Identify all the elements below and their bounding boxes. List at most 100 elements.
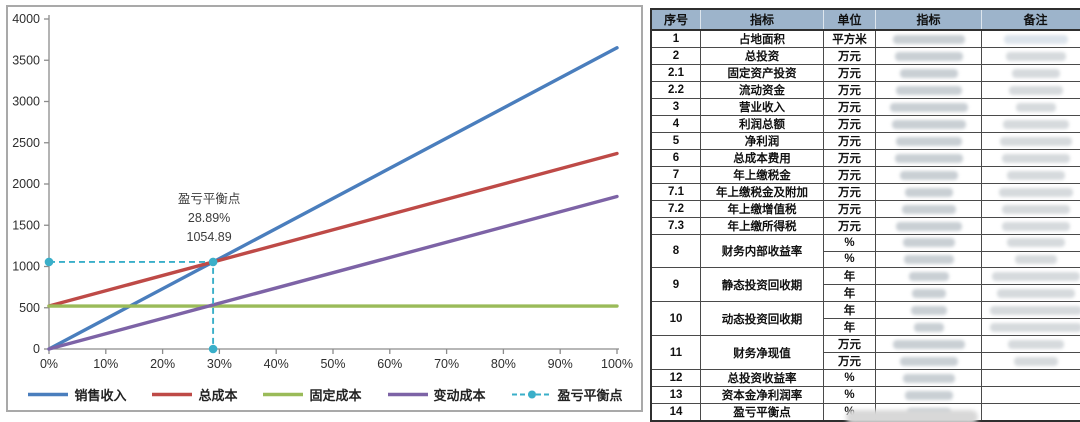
cell-value [875, 335, 982, 354]
cell-unit: % [823, 369, 876, 388]
cell-indicator-name: 营业收入 [700, 98, 824, 116]
cell-remark [981, 115, 1080, 133]
cell-value [875, 47, 982, 65]
legend-item-sales-revenue: 销售收入 [26, 385, 126, 404]
table-row: 11 财务净现值 万元 [650, 335, 1080, 371]
cell-indicator-name: 年上缴增值税 [700, 200, 824, 218]
redacted-value-blob [910, 305, 947, 315]
cell-remark [981, 132, 1080, 150]
header-no: 序号 [650, 8, 701, 31]
redacted-value-blob [891, 119, 966, 129]
cell-indicator-name: 静态投资回收期 [700, 267, 824, 303]
break-even-annotation-line: 28.89% [188, 211, 230, 225]
cell-value [875, 234, 982, 252]
redacted-remark-blob [1015, 102, 1056, 112]
cell-value [875, 352, 982, 371]
cell-remark [981, 234, 1080, 252]
cell-value [875, 115, 982, 133]
cell-no: 8 [650, 233, 701, 269]
cell-value [875, 29, 982, 48]
cell-unit: 万元 [823, 64, 876, 82]
chart-legend: 销售收入 总成本 固定成本 变动成本 盈亏平衡点 [8, 385, 641, 404]
redacted-value-blob [895, 136, 962, 146]
redacted-remark-blob [999, 136, 1072, 146]
cell-unit: 年 [823, 318, 876, 337]
legend-swatch-sales-revenue [28, 392, 69, 397]
redacted-value-blob [902, 238, 955, 248]
cell-unit: 万元 [823, 217, 876, 235]
cell-remark [981, 29, 1080, 48]
table-row: 13 资本金净利润率% [650, 386, 1080, 405]
redacted-remark-blob [1011, 68, 1060, 78]
x-tick-label: 60% [377, 357, 402, 371]
redacted-value-blob [894, 51, 963, 61]
redacted-value-blob [903, 254, 954, 264]
cell-unit: % [823, 250, 876, 269]
redacted-remark-blob [1002, 119, 1069, 129]
cell-remark [981, 64, 1080, 82]
redacted-value-blob [894, 153, 963, 163]
redacted-remark-blob [989, 322, 1080, 332]
cell-indicator-name: 占地面积 [700, 29, 824, 48]
y-tick-label: 4000 [12, 12, 40, 26]
cell-unit: 年 [823, 284, 876, 303]
cell-indicator-name: 资本金净利润率 [700, 386, 824, 405]
cell-unit: 万元 [823, 200, 876, 218]
cell-remark [981, 301, 1080, 320]
break-even-marker [208, 257, 218, 267]
cell-value [875, 98, 982, 116]
breakeven-chart-panel: 0 500 1000 1500 2000 2500 3000 3500 4000 0% 10% 20%… [6, 5, 643, 412]
x-tick-label: 10% [93, 357, 118, 371]
cell-remark [981, 98, 1080, 116]
redacted-remark-blob [996, 288, 1075, 298]
table-row: 12 总投资收益率% [650, 369, 1080, 388]
redacted-remark-blob [1007, 339, 1064, 349]
header-remark: 备注 [981, 8, 1080, 31]
cell-no: 2 [650, 47, 701, 65]
legend-label-sales-revenue: 销售收入 [74, 388, 127, 403]
redacted-remark-blob [991, 271, 1080, 281]
legend-label-break-even: 盈亏平衡点 [557, 388, 623, 403]
redacted-value-blob [892, 339, 965, 349]
y-tick-label: 1000 [12, 260, 40, 274]
legend-label-total-cost: 总成本 [198, 388, 238, 403]
x-tick-label: 0% [40, 357, 58, 371]
cell-indicator-name: 总投资 [700, 47, 824, 65]
cell-no: 7.1 [650, 183, 701, 201]
break-even-marker [44, 257, 54, 267]
table-row: % [651, 250, 1080, 269]
x-tick-label: 80% [491, 357, 516, 371]
cell-remark [981, 335, 1080, 354]
cell-value [875, 250, 982, 269]
legend-item-total-cost: 总成本 [150, 385, 237, 404]
redacted-value-blob [911, 288, 946, 298]
table-row: 年 [651, 284, 1080, 303]
cell-value [875, 267, 982, 286]
cell-remark [981, 267, 1080, 286]
y-tick-label: 2000 [12, 177, 40, 191]
cell-value [875, 217, 982, 235]
cell-remark [981, 183, 1080, 201]
redacted-value-blob [899, 68, 958, 78]
cell-unit: 万元 [823, 183, 876, 201]
cell-indicator-name: 总成本费用 [700, 149, 824, 167]
cell-indicator-name: 总投资收益率 [700, 369, 824, 388]
table-row: 4 利润总额 万元 [650, 115, 1080, 133]
table-row: 8 财务内部收益率% [650, 233, 1080, 269]
redacted-value-blob [902, 373, 955, 383]
cell-indicator-name: 财务净现值 [700, 335, 824, 371]
cell-value [875, 166, 982, 184]
table-row: 年 [651, 318, 1080, 337]
cell-remark [981, 369, 1080, 388]
cell-unit: 万元 [823, 149, 876, 167]
cell-remark [981, 250, 1080, 269]
series-variable-cost [47, 194, 619, 351]
redacted-remark-blob [1001, 221, 1070, 231]
cell-indicator-name: 年上缴税金 [700, 166, 824, 184]
y-tick-label: 2500 [12, 136, 40, 150]
cell-no: 5 [650, 132, 701, 150]
cell-indicator-name: 年上缴税金及附加 [700, 183, 824, 201]
indicator-table: 序号 指标 单位 指标 备注 1 占地面积 平方米 2 总投资 万元 2.1 固定资产投资 万元… [650, 8, 1080, 422]
legend-item-fixed-cost: 固定成本 [261, 385, 362, 404]
cell-unit: 万元 [823, 352, 876, 371]
